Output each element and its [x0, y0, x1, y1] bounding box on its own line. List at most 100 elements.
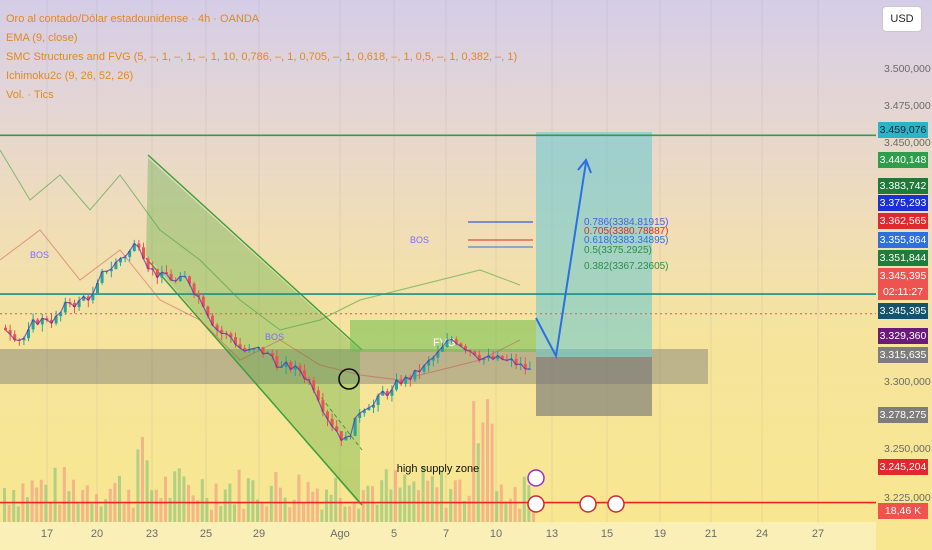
- volume-bar: [67, 491, 71, 522]
- volume-bar: [371, 486, 374, 522]
- candle-body: [146, 258, 150, 269]
- candle-body: [367, 407, 371, 411]
- volume-bar: [398, 487, 402, 522]
- candle-body: [178, 276, 182, 282]
- volume-bar: [444, 507, 448, 522]
- candle-body: [63, 302, 67, 313]
- volume-bar: [12, 490, 16, 522]
- candle-body: [482, 358, 486, 361]
- candle-body: [312, 380, 316, 391]
- candle-body: [215, 325, 219, 330]
- candle-body: [73, 302, 76, 307]
- candle-body: [307, 378, 311, 381]
- volume-bar: [90, 503, 94, 522]
- volume-bar: [352, 501, 356, 522]
- volume-bar: [279, 487, 282, 522]
- volume-bar: [251, 480, 255, 522]
- price-tag: 3.459,076: [878, 122, 928, 138]
- chart-legend: Oro al contado/Dólar estadounidense · 4h…: [6, 10, 517, 105]
- ema-line: [5, 242, 530, 442]
- price-tag: 3.375,293: [878, 195, 928, 211]
- candle-body: [54, 316, 58, 324]
- candle-body: [270, 353, 274, 357]
- volume-bar: [334, 477, 338, 522]
- volume-bar: [145, 460, 149, 522]
- candle-body: [27, 329, 30, 339]
- volume-bar: [173, 471, 177, 522]
- candle-body: [243, 348, 247, 352]
- bos-label: BOS: [30, 250, 49, 260]
- legend-symbol[interactable]: Oro al contado/Dólar estadounidense · 4h…: [6, 13, 260, 25]
- volume-bar: [242, 508, 246, 522]
- volume-bar: [237, 469, 241, 522]
- candle-body: [464, 346, 467, 351]
- candle-body: [247, 349, 251, 352]
- volume-bar: [403, 474, 407, 522]
- volume-bar: [311, 491, 315, 522]
- time-axis-label: 13: [545, 528, 559, 540]
- legend-volume[interactable]: Vol. · Tics: [6, 89, 54, 101]
- price-tag: 3.278,275: [878, 407, 928, 423]
- volume-bar: [26, 497, 29, 522]
- volume-bar: [532, 505, 535, 522]
- candle-body: [413, 370, 417, 380]
- price-tag: 3.245,204: [878, 459, 928, 475]
- volume-bar: [223, 489, 227, 522]
- candle-body: [229, 333, 233, 338]
- currency-button[interactable]: USD: [882, 6, 922, 32]
- time-axis-label: Ago: [330, 528, 350, 540]
- price-tag: 02:11:27: [878, 284, 928, 300]
- candle-body: [142, 247, 145, 259]
- candle-body: [50, 319, 53, 324]
- candle-body: [496, 355, 500, 360]
- legend-smc[interactable]: SMC Structures and FVG (5, –, 1, –, 1, –…: [6, 51, 518, 63]
- volume-bar: [44, 484, 48, 522]
- candle-body: [431, 357, 435, 361]
- volume-bar: [412, 481, 416, 522]
- time-axis-label: 23: [145, 528, 159, 540]
- candle-body: [36, 319, 40, 325]
- volume-bar: [85, 485, 89, 522]
- volume-bar: [219, 505, 223, 522]
- price-tag: 3.362,565: [878, 213, 928, 229]
- volume-bar: [131, 507, 135, 522]
- candle-body: [109, 269, 113, 272]
- candle-body: [454, 339, 458, 344]
- candle-body: [211, 315, 214, 326]
- volume-bar: [81, 489, 85, 522]
- candle-body: [275, 356, 279, 368]
- volume-bar: [141, 437, 144, 522]
- candle-body: [330, 418, 334, 427]
- price-axis-label: 3.475,000: [884, 100, 931, 112]
- event-icon: [579, 495, 597, 513]
- candle-body: [436, 351, 440, 358]
- volume-bar: [108, 488, 112, 522]
- price-tag: 3.345,395: [878, 303, 928, 319]
- volume-bar: [187, 485, 190, 522]
- legend-ichimoku[interactable]: Ichimoku2c (9, 26, 52, 26): [6, 70, 134, 82]
- volume-bar: [426, 480, 430, 522]
- time-axis-label: 17: [40, 528, 54, 540]
- volume-bar: [136, 449, 140, 522]
- volume-bar: [458, 479, 462, 522]
- candle-body: [491, 355, 495, 360]
- candle-body: [169, 273, 173, 281]
- time-axis-strip: [0, 522, 876, 550]
- volume-bar: [274, 472, 278, 522]
- candle-body: [523, 363, 527, 369]
- volume-bar: [375, 504, 379, 522]
- volume-bar: [269, 485, 273, 522]
- price-tag: 3.345,395: [878, 268, 928, 284]
- volume-bar: [509, 498, 512, 522]
- candle-body: [422, 365, 426, 372]
- volume-bar: [430, 476, 434, 522]
- channel-lower: [145, 257, 363, 506]
- volume-bar: [150, 490, 154, 522]
- candle-body: [119, 258, 122, 263]
- candle-body: [473, 351, 477, 355]
- candle-body: [399, 380, 403, 384]
- legend-ema[interactable]: EMA (9, close): [6, 32, 78, 44]
- time-axis-label: 24: [755, 528, 769, 540]
